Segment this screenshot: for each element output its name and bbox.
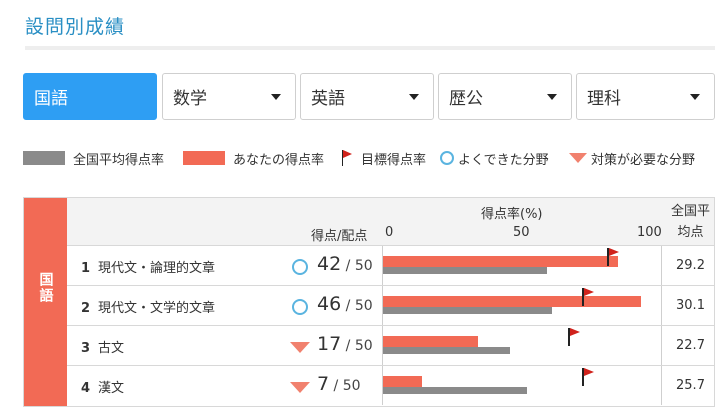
score-value: 42 [317, 253, 342, 275]
triangle-down-icon [569, 153, 587, 163]
flag-icon [341, 150, 353, 166]
national-avg-bar [383, 307, 552, 314]
target-flag-icon [581, 368, 595, 386]
tick-label-0: 0 [385, 225, 394, 240]
row-label: 2 現代文・文学的文章 [81, 297, 215, 316]
your-rate-bar [383, 256, 619, 267]
triangle-down-icon [290, 342, 310, 353]
row-title: 現代文・文学的文章 [98, 301, 216, 316]
tab-kokugo[interactable]: 国語 [23, 73, 157, 120]
row-number: 1 [81, 261, 91, 276]
national-avg-bar [383, 347, 511, 354]
row-title: 現代文・論理的文章 [98, 261, 216, 276]
row-label: 3 古文 [81, 337, 124, 356]
legend-national-avg: 全国平均得点率 [23, 149, 164, 168]
your-rate-bar [383, 376, 423, 387]
row-score: 7 / 50 [317, 373, 361, 395]
circle-icon [292, 299, 308, 315]
tab-label: 歴公 [449, 89, 483, 109]
score-denominator: / 50 [341, 298, 373, 314]
title-divider [25, 46, 715, 50]
circle-icon [440, 151, 454, 165]
tick-label-100: 100 [637, 225, 662, 240]
chevron-down-icon [409, 94, 419, 100]
legend-your-score: あなたの得点率 [183, 149, 324, 168]
tab-label: 英語 [311, 89, 345, 109]
circle-icon [292, 259, 308, 275]
subject-column: 国語 [24, 198, 67, 406]
legend-good: よくできた分野 [440, 149, 549, 168]
national-avg-value: 25.7 [667, 366, 714, 405]
tick-label-50: 50 [513, 225, 530, 240]
table-row: 2 現代文・文学的文章 46 / 50 30.1 [67, 285, 714, 325]
your-rate-bar [383, 296, 641, 307]
score-table: 国語 得点/配点 得点率(%) 0 50 100 全国平均点 1 現代文・論理的文… [23, 197, 715, 407]
score-denominator: / 50 [341, 338, 373, 354]
tab-sugaku[interactable]: 数学 [162, 73, 296, 120]
your-rate-bar [383, 336, 479, 347]
legend-needs-work: 対策が必要な分野 [569, 149, 695, 168]
score-value: 17 [317, 333, 342, 355]
row-score: 17 / 50 [317, 333, 373, 355]
tab-label: 国語 [34, 89, 68, 109]
national-avg-value: 30.1 [667, 286, 714, 325]
score-value: 7 [317, 373, 330, 395]
table-header: 得点/配点 得点率(%) 0 50 100 全国平均点 [67, 198, 714, 245]
table-row: 3 古文 17 / 50 22.7 [67, 325, 714, 365]
table-row: 1 現代文・論理的文章 42 / 50 29.2 [67, 245, 714, 285]
chevron-down-icon [690, 94, 700, 100]
rate-bar-area [382, 246, 662, 285]
national-avg-bar [383, 267, 547, 274]
target-flag-icon [581, 288, 595, 306]
red-swatch-icon [183, 151, 225, 165]
target-flag-icon [567, 328, 581, 346]
rate-header: 得点率(%) [481, 207, 543, 222]
chevron-down-icon [547, 94, 557, 100]
rate-bar-area [382, 366, 662, 405]
avg-header: 全国平均点 [670, 204, 710, 240]
page-title: 設問別成績 [25, 16, 126, 38]
subject-label: 国語 [37, 272, 54, 304]
gray-swatch-icon [23, 151, 65, 165]
row-label: 4 漢文 [81, 377, 124, 396]
row-score: 42 / 50 [317, 253, 373, 275]
score-denominator: / 50 [329, 378, 361, 394]
tab-label: 数学 [173, 89, 207, 109]
row-label: 1 現代文・論理的文章 [81, 257, 215, 276]
score-value: 46 [317, 293, 342, 315]
national-avg-bar [383, 387, 527, 394]
rate-bar-area [382, 326, 662, 365]
tab-eigo[interactable]: 英語 [300, 73, 434, 120]
national-avg-value: 29.2 [667, 246, 714, 285]
tab-rekiko[interactable]: 歴公 [438, 73, 572, 120]
row-title: 漢文 [98, 381, 125, 396]
national-avg-value: 22.7 [667, 326, 714, 365]
row-number: 2 [81, 301, 91, 316]
triangle-down-icon [290, 382, 310, 393]
chevron-down-icon [271, 94, 281, 100]
score-header: 得点/配点 [311, 229, 368, 244]
row-number: 4 [81, 381, 91, 396]
score-denominator: / 50 [341, 258, 373, 274]
tab-label: 理科 [587, 89, 621, 109]
table-row: 4 漢文 7 / 50 25.7 [67, 365, 714, 405]
legend-target: 目標得点率 [341, 149, 426, 168]
rate-bar-area [382, 286, 662, 325]
tab-rika[interactable]: 理科 [576, 73, 715, 120]
row-number: 3 [81, 341, 91, 356]
row-title: 古文 [98, 341, 125, 356]
target-flag-icon [607, 248, 620, 266]
row-score: 46 / 50 [317, 293, 373, 315]
